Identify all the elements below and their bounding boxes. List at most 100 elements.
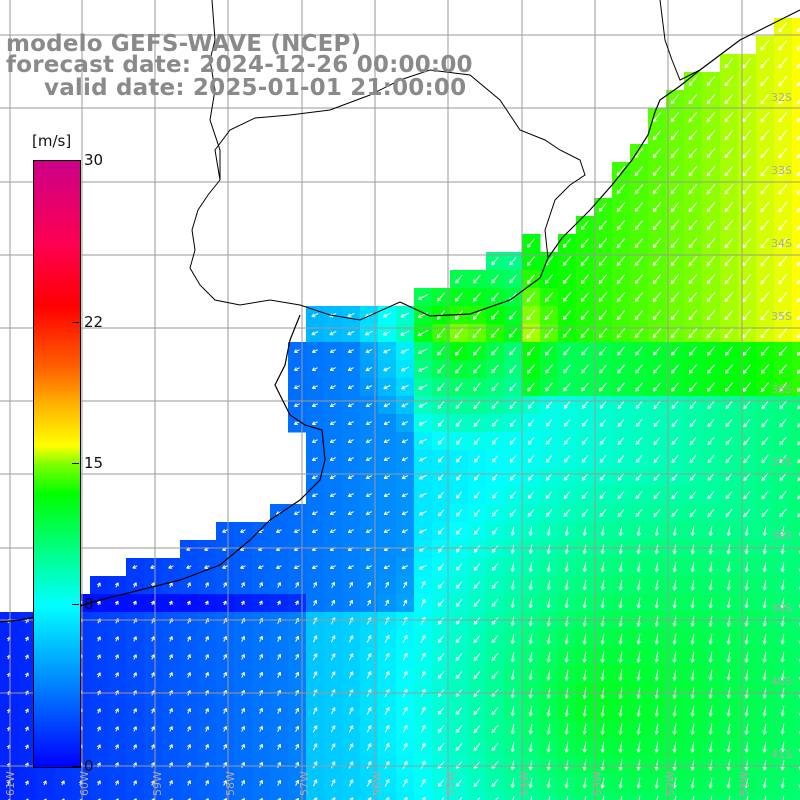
wind-arrow [688,129,698,141]
wind-arrow [672,543,677,555]
wind-arrow [581,509,589,518]
wind-arrow [706,75,716,87]
wind-arrow [762,669,767,681]
wind-arrow [418,438,427,444]
wind-arrow [726,741,731,753]
wind-arrow [618,579,623,591]
wind-arrow [598,238,608,248]
wind-arrow [510,562,515,572]
wind-arrow [223,780,227,786]
wind-arrow [545,491,553,499]
wind-arrow [599,364,607,374]
wind-arrow [616,238,626,249]
wind-cell [18,792,37,800]
wind-arrow [275,565,282,569]
wind-arrow [223,726,227,732]
wind-cell [396,792,415,800]
wind-arrow [295,743,300,750]
wind-arrow [653,382,661,392]
wind-arrow [797,405,800,410]
wind-arrow [383,348,391,354]
wind-arrow [580,220,590,230]
wind-arrow [96,726,101,732]
wind-arrow [743,400,751,410]
wind-arrow [187,708,191,714]
wind-arrow [762,597,767,609]
wind-arrow [151,654,155,660]
wind-arrow [598,328,608,338]
wind-arrow [312,635,318,643]
wind-arrow [295,761,300,768]
wind-arrow [347,403,354,408]
wind-cell [792,360,800,379]
wind-arrow [205,762,209,768]
wind-arrow [347,565,354,570]
lat-label: 36S [771,383,792,396]
wind-cell [792,522,800,541]
wind-arrow [455,437,463,445]
wind-arrow [455,743,463,751]
wind-arrow [635,437,643,445]
wind-arrow [760,273,770,285]
border-uruguay-brazil [214,69,586,259]
wind-cell [360,792,379,800]
wind-cell [90,792,109,800]
wind-cell [792,576,800,595]
wind-arrow [24,780,29,786]
wind-arrow [312,743,318,751]
wind-arrow [762,705,767,717]
wind-arrow [259,653,263,660]
wind-cell [792,198,800,217]
wind-arrow [562,328,572,338]
wind-cell [450,792,469,800]
wind-arrow [724,165,734,177]
wind-arrow [473,779,481,788]
wind-arrow [169,672,173,678]
wind-arrow [491,401,499,410]
wind-arrow [690,705,695,717]
wind-arrow [670,166,680,177]
wind-cell [792,450,800,469]
wind-arrow [778,346,788,356]
wind-arrow [744,705,749,717]
wind-arrow [454,292,463,302]
border-brazil [209,0,221,180]
wind-arrow [527,401,535,409]
wind-arrow [419,492,427,498]
wind-arrow [151,780,155,786]
wind-arrow [293,385,300,389]
wind-arrow [365,529,373,534]
wind-arrow [329,349,336,353]
wind-arrow [634,202,644,213]
wind-arrow [169,762,173,768]
colorbar-tickmark [72,463,79,464]
wind-arrow [725,454,733,464]
wind-arrow [115,636,119,642]
wind-arrow [133,654,137,660]
wind-arrow [582,526,587,537]
wind-cell [792,396,800,415]
wind-arrow [707,454,715,464]
wind-cell [0,792,19,800]
wind-arrow [689,419,697,428]
wind-arrow [187,672,191,678]
wind-arrow [760,382,770,392]
wind-cell [432,792,451,800]
wind-arrow [259,725,263,732]
wind-arrow [708,759,713,771]
wind-arrow [782,795,785,800]
wind-arrow [347,529,354,534]
wind-arrow [311,421,318,425]
wind-arrow [778,165,788,177]
wind-arrow [671,508,679,518]
wind-cell [792,558,800,577]
wind-arrow [670,112,680,123]
wind-arrow [671,437,679,446]
wind-arrow [403,796,408,800]
wind-arrow [526,327,536,339]
wind-arrow [708,777,713,789]
wind-arrow [690,777,695,789]
wind-arrow [636,544,641,555]
wind-arrow [600,615,605,627]
wind-arrow [526,274,536,284]
